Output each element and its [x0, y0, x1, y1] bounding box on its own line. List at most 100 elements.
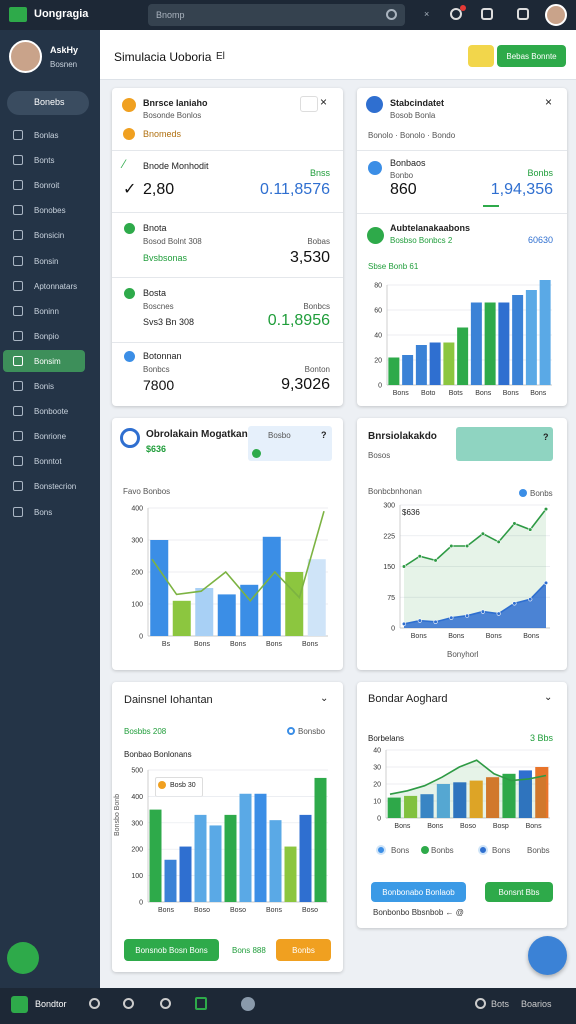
- refresh-icon[interactable]: [386, 9, 397, 20]
- page-title: Simulacia Uoboria: [114, 50, 212, 64]
- bottom-label: Bondtor: [35, 999, 67, 1009]
- search-icon[interactable]: [89, 998, 100, 1009]
- nav-item[interactable]: Bons: [34, 507, 53, 517]
- nav-item[interactable]: Bonroit: [34, 181, 60, 191]
- nav-icon: [13, 481, 23, 492]
- nav-icon: [13, 130, 23, 140]
- legend-dot: [158, 781, 166, 789]
- card-icon: [122, 98, 136, 112]
- primary-button[interactable]: Bonbonabo Bonlaob: [371, 882, 466, 902]
- profile-role: Bosnen: [50, 60, 78, 69]
- section-sub: Bosbso Bonbcs 2: [390, 236, 453, 245]
- row-label: Bosta: [143, 288, 167, 298]
- bottom-status: Bots: [491, 999, 510, 1009]
- settings-button[interactable]: [300, 96, 318, 112]
- row-amount: 9,3026: [281, 376, 330, 393]
- avatar-icon[interactable]: [241, 997, 255, 1011]
- row-label: Bnota: [143, 223, 167, 233]
- nav-dropdown[interactable]: [7, 91, 89, 115]
- close-icon[interactable]: ×: [424, 9, 430, 19]
- primary-button[interactable]: Bebas Bonnte: [497, 45, 566, 67]
- card-amount: $636: [146, 444, 167, 454]
- profile-name: AskHy: [50, 45, 79, 55]
- divider: [112, 212, 343, 213]
- row-note: Bobas: [307, 237, 330, 246]
- nav-item[interactable]: Boninn: [34, 306, 59, 316]
- profile-avatar[interactable]: [9, 40, 42, 73]
- nav-icon: [13, 155, 23, 166]
- doc-icon[interactable]: [195, 997, 207, 1010]
- row-amount: 3,530: [289, 249, 330, 266]
- search-box[interactable]: [148, 4, 405, 26]
- row-sub: Bonbcs: [143, 365, 170, 374]
- square-icon[interactable]: [481, 8, 493, 20]
- page-header: [100, 30, 576, 80]
- nav-item[interactable]: Bonis: [34, 382, 55, 391]
- legend-dot: [287, 727, 295, 735]
- row-note: Bonbs: [527, 168, 553, 178]
- legend-dot: [376, 845, 386, 855]
- message-icon[interactable]: [517, 8, 529, 20]
- notification-badge: [460, 5, 466, 11]
- chart-note: 3 Bbs: [529, 733, 553, 743]
- chart-caption: Sbse Bonb 61: [368, 262, 419, 271]
- row-amount: 0.11,8576: [260, 181, 330, 198]
- legend-dot: [421, 846, 429, 854]
- nav-icon: [13, 355, 23, 366]
- bottom-logo[interactable]: [11, 996, 28, 1013]
- secondary-button[interactable]: Bonbs: [276, 939, 331, 961]
- nav-item[interactable]: Bonntot: [34, 457, 62, 467]
- card-tabs[interactable]: Bonolo · Bonolo · Bondo: [368, 131, 456, 140]
- inset-panel: [248, 426, 332, 461]
- card-subtitle: Bosob Bonla: [390, 111, 436, 120]
- nav-item[interactable]: Bonsim: [34, 356, 61, 366]
- row-status: Svs3 Bn 308: [143, 317, 195, 327]
- primary-button[interactable]: Bonsnob Bosn Bons: [124, 939, 219, 961]
- bottom-bar: [0, 988, 576, 1024]
- nav-item[interactable]: Bonstecrion: [34, 482, 77, 492]
- dropdown-chevron[interactable]: ⌄: [544, 692, 553, 703]
- close-button[interactable]: ×: [545, 95, 553, 109]
- card-title: Obrolakain Mogatkan: [146, 429, 248, 440]
- row-amount: 0.1,8956: [267, 312, 330, 329]
- nav-item[interactable]: Bonrione: [34, 432, 67, 442]
- nav-item[interactable]: Aptonnatars: [34, 281, 78, 291]
- help-icon[interactable]: ?: [543, 432, 549, 442]
- nav-item[interactable]: Bonboote: [34, 407, 69, 417]
- card-title: Bondar Aoghard: [368, 693, 448, 705]
- nav-icon: [13, 205, 23, 216]
- yellow-button[interactable]: [468, 45, 494, 67]
- search-icon[interactable]: [160, 998, 171, 1009]
- nav-item[interactable]: Bonpio: [34, 331, 59, 341]
- legend-label: Bonsbo: [298, 727, 326, 736]
- secondary-button[interactable]: Bonsnt Bbs: [485, 882, 553, 902]
- user-avatar[interactable]: [545, 4, 567, 26]
- chart-amount: $636: [402, 508, 420, 517]
- card: [112, 88, 343, 406]
- row-sub: Bonbo: [390, 171, 414, 180]
- app-name: Uongragia: [34, 8, 89, 20]
- nav-item[interactable]: Bonobes: [34, 206, 66, 216]
- nav-icon: [13, 381, 23, 391]
- chat-fab[interactable]: [528, 936, 567, 975]
- close-button[interactable]: ×: [320, 95, 328, 109]
- help-icon[interactable]: ?: [321, 430, 327, 440]
- nav-item[interactable]: Bonlas: [34, 131, 59, 140]
- clock-icon[interactable]: [123, 998, 134, 1009]
- nav-item[interactable]: Bonsin: [34, 256, 59, 266]
- section-title: Aubtelanakaabons: [390, 223, 471, 233]
- row-icon: [124, 288, 135, 299]
- dropdown-chevron[interactable]: ⌄: [320, 693, 329, 704]
- app-logo[interactable]: [9, 7, 27, 22]
- row-label: Bonbaos: [390, 158, 426, 168]
- nav-item[interactable]: Bonsicin: [34, 231, 65, 241]
- row-icon: [368, 161, 382, 175]
- nav-icon: [13, 280, 23, 291]
- card-title: Dainsnel Iohantan: [124, 694, 213, 706]
- y-axis-label: Bonsbo Bonb: [114, 793, 121, 836]
- nav-item[interactable]: Bonts: [34, 156, 55, 166]
- sidebar-fab[interactable]: [7, 942, 39, 974]
- notification-icon[interactable]: [450, 8, 462, 20]
- legend-label: Bonbs: [527, 846, 550, 855]
- row-status: Bvsbsonas: [143, 253, 188, 263]
